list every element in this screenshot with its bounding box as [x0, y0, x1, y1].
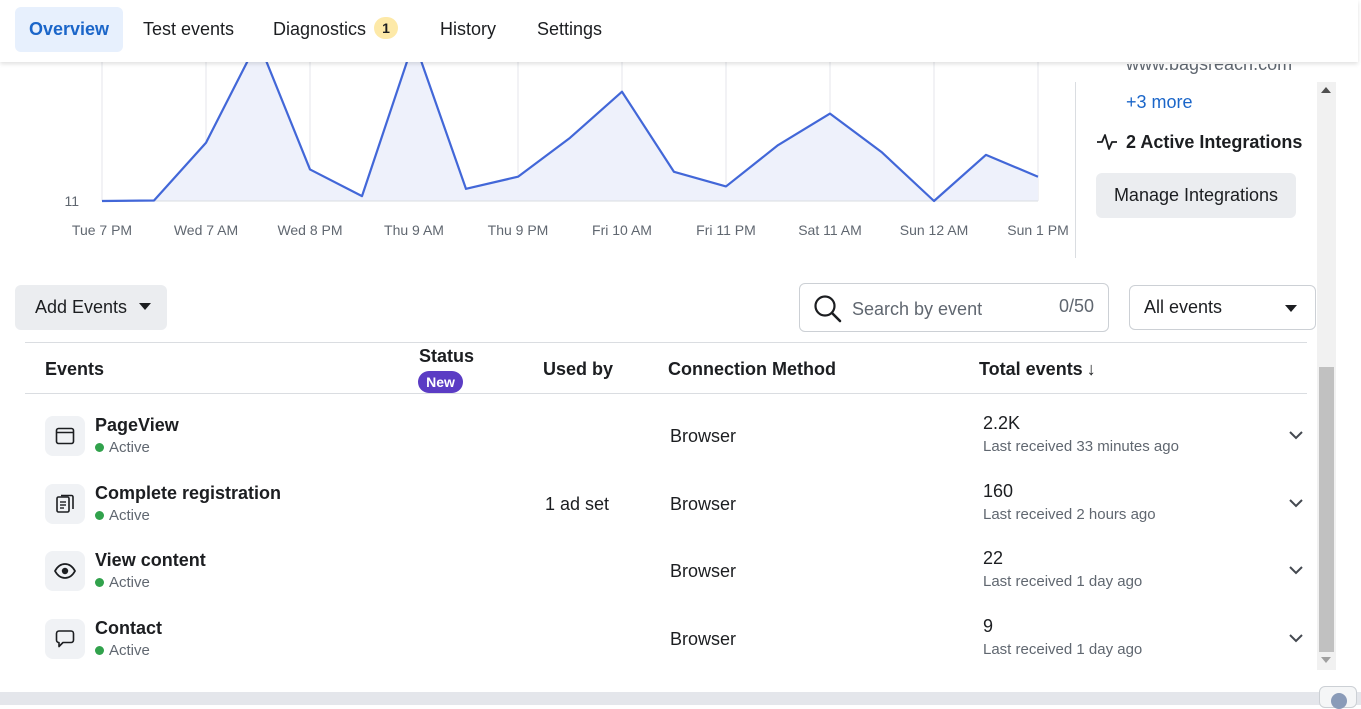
events-chart-svg: 11 Tue 7 PM Wed 7 AM Wed 8 PM Thu 9 AM Thu 9 …: [64, 62, 1069, 238]
domain-text: www.bagsreach.com: [1126, 64, 1293, 74]
chart-area-fill: [102, 62, 1038, 201]
manage-integrations-button[interactable]: Manage Integrations: [1096, 173, 1296, 218]
chat-bubble-icon: [45, 619, 85, 659]
scrollbar-thumb[interactable]: [1319, 367, 1334, 652]
event-connection-method: Browser: [670, 494, 737, 514]
event-used-by[interactable]: 1 ad set: [545, 494, 610, 514]
search-input[interactable]: [852, 296, 1042, 322]
activity-pulse-icon: [1097, 134, 1117, 150]
tab-overview[interactable]: Overview: [15, 7, 124, 52]
table-row[interactable]: PageView Active Browser 2.2K Last receiv…: [25, 413, 1307, 482]
chart-x-tick-label: Fri 10 AM: [592, 222, 652, 238]
event-total: 2.2K: [983, 413, 1021, 433]
chart-x-tick-label: Sun 1 PM: [1007, 222, 1068, 238]
total-events-label: Total events: [979, 359, 1083, 379]
event-status: Active: [95, 642, 150, 659]
column-header-events: Events: [45, 359, 105, 379]
search-icon: [814, 295, 842, 323]
chart-x-tick-label: Sat 11 AM: [798, 222, 862, 238]
chevron-down-icon[interactable]: [1287, 629, 1305, 647]
chart-x-tick-label: Tue 7 PM: [72, 222, 132, 238]
tab-diagnostics-label: Diagnostics: [273, 19, 367, 39]
event-last-received: Last received 33 minutes ago: [983, 438, 1179, 455]
event-last-received: Last received 2 hours ago: [983, 506, 1156, 523]
chart-x-tick-label: Wed 8 PM: [277, 222, 342, 238]
active-integrations: 2 Active Integrations: [1096, 132, 1302, 153]
event-name[interactable]: View content: [95, 550, 206, 570]
eye-icon: [45, 551, 85, 591]
chevron-down-icon[interactable]: [1287, 426, 1305, 444]
diagnostics-count-badge: 1: [374, 17, 399, 39]
chart-x-tick-label: Wed 7 AM: [174, 222, 238, 238]
search-char-count: 0/50: [1058, 296, 1094, 316]
table-row[interactable]: Complete registration Active 1 ad set Br…: [25, 481, 1307, 550]
event-total: 160: [983, 481, 1014, 501]
chevron-down-icon[interactable]: [1287, 561, 1305, 579]
tab-settings[interactable]: Settings: [537, 19, 603, 39]
events-chart: 11 Tue 7 PM Wed 7 AM Wed 8 PM Thu 9 AM Thu 9 …: [0, 62, 1080, 262]
tab-history[interactable]: History: [440, 19, 497, 39]
events-filter-dropdown[interactable]: All events: [1129, 285, 1316, 330]
scroll-up-arrow-icon[interactable]: [1321, 87, 1331, 93]
status-dot: [95, 646, 104, 655]
status-dot: [95, 511, 104, 520]
chart-divider: [1075, 82, 1076, 258]
chart-x-tick-label: Thu 9 PM: [488, 222, 549, 238]
event-last-received: Last received 1 day ago: [983, 573, 1143, 590]
tab-diagnostics[interactable]: Diagnostics 1: [259, 7, 412, 52]
table-row[interactable]: Contact Active Browser 9 Last received 1…: [25, 616, 1307, 685]
chart-series-line: [101, 62, 1039, 203]
table-header-divider: [25, 393, 1307, 394]
chart-x-tick-label: Fri 11 PM: [696, 222, 756, 238]
event-name[interactable]: Complete registration: [95, 483, 282, 503]
tab-bar: Overview Test events Diagnostics 1 Histor…: [0, 0, 1358, 62]
chevron-down-icon[interactable]: [1287, 494, 1305, 512]
column-header-status: Status: [419, 346, 475, 366]
chart-x-tick-label: Sun 12 AM: [900, 222, 969, 238]
scroll-down-arrow-icon[interactable]: [1321, 657, 1331, 663]
table-top-divider: [25, 342, 1307, 343]
event-name[interactable]: PageView: [95, 415, 179, 435]
status-dot: [95, 578, 104, 587]
caret-down-icon: [1285, 305, 1297, 312]
events-filter-value: All events: [1144, 297, 1223, 317]
browser-window-icon: [45, 416, 85, 456]
event-connection-method: Browser: [670, 561, 737, 581]
event-last-received: Last received 1 day ago: [983, 641, 1143, 658]
footer-bar: [0, 692, 1361, 705]
event-search[interactable]: 0/50: [799, 283, 1109, 332]
registration-form-icon: [45, 484, 85, 524]
event-total: 9: [983, 616, 994, 636]
event-status: Active: [95, 439, 150, 456]
column-header-connection-method: Connection Method: [668, 359, 836, 379]
event-name[interactable]: Contact: [95, 618, 162, 638]
add-events-button[interactable]: Add Events: [15, 285, 167, 330]
column-header-used-by: Used by: [543, 359, 614, 379]
event-status: Active: [95, 507, 150, 524]
event-connection-method: Browser: [670, 629, 737, 649]
more-domains-link[interactable]: +3 more: [1126, 92, 1193, 112]
tab-test-events[interactable]: Test events: [143, 19, 235, 39]
column-header-total-events[interactable]: Total events ↓: [979, 359, 1096, 380]
chart-y-tick-label: 11: [64, 193, 79, 209]
caret-down-icon: [139, 303, 152, 310]
event-total: 22: [983, 548, 1004, 568]
add-events-label: Add Events: [35, 297, 128, 317]
table-row[interactable]: View content Active Browser 22 Last rece…: [25, 548, 1307, 617]
globe-icon: [1331, 693, 1347, 709]
status-dot: [95, 443, 104, 452]
sort-down-arrow-icon: ↓: [1086, 359, 1096, 379]
event-status: Active: [95, 574, 150, 591]
active-integrations-label: 2 Active Integrations: [1126, 132, 1303, 152]
event-connection-method: Browser: [670, 426, 737, 446]
chart-x-tick-label: Thu 9 AM: [384, 222, 444, 238]
new-badge: New: [418, 371, 463, 393]
